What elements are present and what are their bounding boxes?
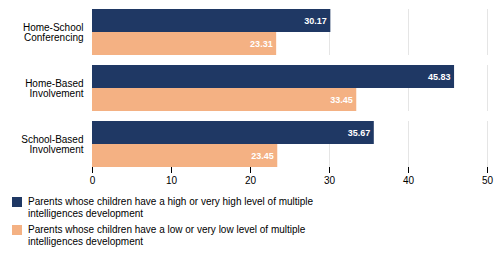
html-text:Parents whose children have a: Parents whose children have a low or ver… [28,224,306,247]
svg-text:10: 10 [166,175,178,186]
svg-text:33.45: 33.45 [330,95,353,105]
svg-text:Home-BasedInvolvement: Home-BasedInvolvement [25,78,84,99]
svg-text:30: 30 [324,175,336,186]
svg-text:35.67: 35.67 [348,128,371,138]
svg-text:0: 0 [90,175,96,186]
svg-text:23.31: 23.31 [250,39,273,49]
html-text:Parents whose children have a: Parents whose children have a high or ve… [28,196,314,219]
svg-text:45.83: 45.83 [428,72,451,82]
svg-text:30.17: 30.17 [304,16,327,26]
svg-text:23.45: 23.45 [251,151,274,161]
svg-text:School-BasedInvolvement: School-BasedInvolvement [21,134,83,155]
svg-text:50: 50 [482,175,494,186]
svg-text:40: 40 [403,175,415,186]
svg-text:Home-SchoolConferencing: Home-SchoolConferencing [23,22,84,43]
svg-text:20: 20 [245,175,257,186]
